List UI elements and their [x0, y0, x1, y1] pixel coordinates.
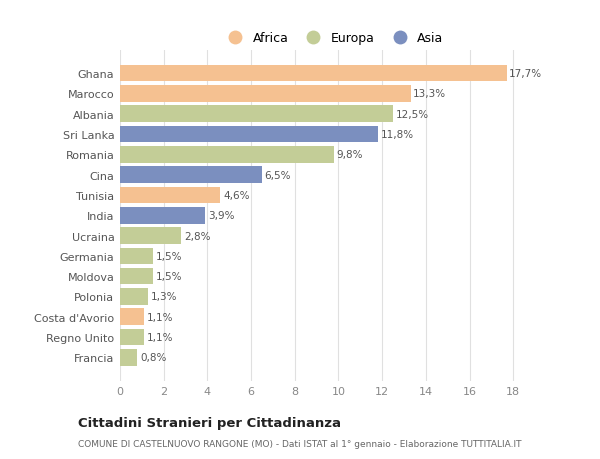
- Text: 17,7%: 17,7%: [509, 69, 542, 79]
- Bar: [120, 106, 393, 123]
- Bar: [120, 289, 148, 305]
- Text: COMUNE DI CASTELNUOVO RANGONE (MO) - Dati ISTAT al 1° gennaio - Elaborazione TUT: COMUNE DI CASTELNUOVO RANGONE (MO) - Dat…: [78, 439, 521, 448]
- Text: 0,8%: 0,8%: [140, 353, 166, 363]
- Text: 4,6%: 4,6%: [223, 190, 250, 201]
- Text: 3,9%: 3,9%: [208, 211, 235, 221]
- Text: 1,1%: 1,1%: [146, 332, 173, 342]
- Text: 1,5%: 1,5%: [155, 251, 182, 261]
- Bar: [120, 268, 153, 285]
- Bar: [120, 329, 144, 346]
- Bar: [120, 86, 410, 102]
- Bar: [120, 207, 205, 224]
- Bar: [120, 187, 220, 204]
- Text: 9,8%: 9,8%: [337, 150, 363, 160]
- Bar: [120, 248, 153, 264]
- Text: 1,1%: 1,1%: [146, 312, 173, 322]
- Text: 1,5%: 1,5%: [155, 272, 182, 281]
- Bar: [120, 126, 378, 143]
- Bar: [120, 66, 506, 82]
- Text: 6,5%: 6,5%: [265, 170, 291, 180]
- Bar: [120, 309, 144, 325]
- Legend: Africa, Europa, Asia: Africa, Europa, Asia: [218, 27, 449, 50]
- Bar: [120, 167, 262, 184]
- Text: 2,8%: 2,8%: [184, 231, 210, 241]
- Text: 13,3%: 13,3%: [413, 89, 446, 99]
- Bar: [120, 349, 137, 366]
- Text: 12,5%: 12,5%: [395, 109, 429, 119]
- Text: Cittadini Stranieri per Cittadinanza: Cittadini Stranieri per Cittadinanza: [78, 416, 341, 429]
- Text: 11,8%: 11,8%: [380, 129, 413, 140]
- Bar: [120, 228, 181, 244]
- Bar: [120, 146, 334, 163]
- Text: 1,3%: 1,3%: [151, 292, 178, 302]
